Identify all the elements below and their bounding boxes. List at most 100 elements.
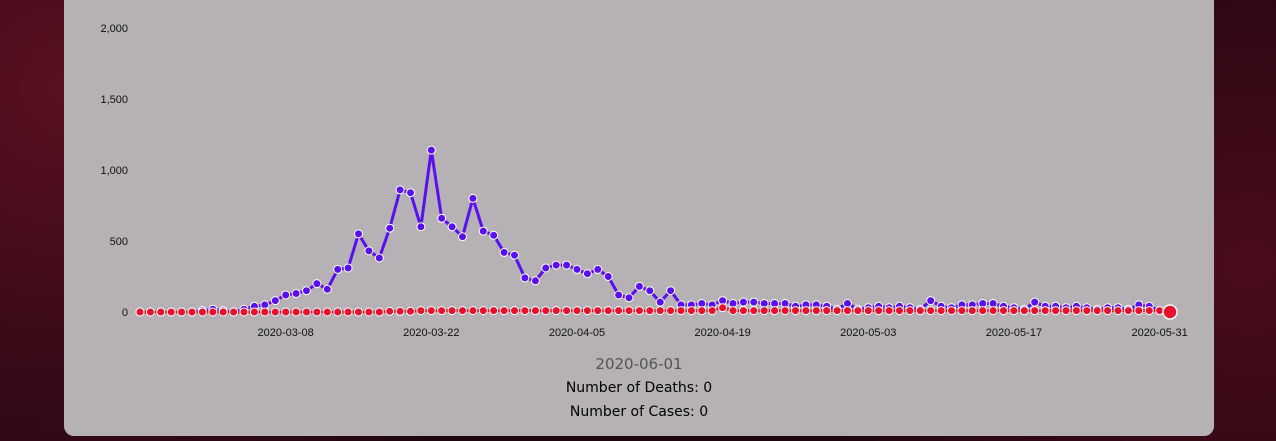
data-point-cases	[530, 276, 540, 286]
data-point-deaths	[291, 307, 301, 317]
data-point-cases	[926, 296, 936, 306]
data-point-cases	[572, 264, 582, 274]
data-point-cases	[364, 246, 374, 256]
data-point-cases	[270, 296, 280, 306]
data-point-deaths	[759, 306, 769, 316]
data-point-deaths	[166, 307, 176, 317]
data-point-deaths	[853, 306, 863, 316]
data-point-deaths	[1082, 306, 1092, 316]
data-point-deaths	[895, 306, 904, 316]
data-point-deaths	[905, 306, 915, 316]
data-point-deaths	[957, 306, 967, 316]
data-point-deaths	[447, 306, 457, 316]
data-point-deaths	[541, 306, 551, 316]
data-point-deaths	[655, 306, 665, 316]
data-point-deaths	[426, 306, 436, 316]
data-point-deaths	[1103, 306, 1113, 316]
data-point-cases	[354, 229, 363, 239]
data-point-deaths	[967, 306, 977, 316]
data-point-deaths	[582, 306, 592, 316]
y-tick-label: 1,000	[100, 165, 128, 177]
data-point-deaths	[1113, 306, 1123, 316]
data-point-deaths	[728, 306, 738, 316]
data-point-cases	[447, 222, 457, 232]
data-point-cases	[291, 289, 301, 298]
data-point-deaths	[676, 306, 686, 316]
data-point-cases	[634, 281, 644, 291]
data-point-deaths	[416, 306, 426, 316]
series-layer	[135, 145, 1178, 320]
data-point-deaths	[645, 306, 655, 316]
x-tick-label: 2020-04-05	[549, 327, 605, 339]
data-point-deaths	[915, 306, 925, 316]
data-point-deaths	[718, 303, 728, 313]
data-point-deaths	[302, 307, 311, 317]
data-point-cases	[458, 232, 467, 242]
data-point-cases	[426, 145, 436, 155]
data-point-deaths	[395, 306, 405, 316]
data-point-deaths	[218, 307, 228, 317]
data-point-deaths	[197, 307, 207, 317]
data-point-deaths	[1071, 306, 1081, 316]
x-tick-label: 2020-04-19	[694, 327, 750, 339]
data-point-cases	[343, 263, 353, 273]
data-point-deaths	[686, 306, 696, 316]
data-point-cases	[582, 269, 592, 279]
series-deaths	[135, 303, 1178, 320]
data-point-cases	[541, 263, 551, 273]
data-point-deaths	[1030, 306, 1040, 316]
deaths-readout: Number of Deaths: 0	[565, 380, 713, 396]
y-tick-label: 0	[122, 307, 128, 319]
data-point-deaths	[135, 307, 145, 317]
data-point-cases	[520, 273, 530, 283]
data-point-cases	[478, 226, 488, 236]
data-point-deaths	[312, 307, 322, 317]
data-point-deaths	[458, 306, 467, 316]
data-point-deaths	[801, 306, 811, 316]
data-point-cases	[374, 253, 384, 263]
data-point-deaths	[374, 307, 384, 317]
data-point-deaths	[697, 306, 707, 316]
data-point-cases	[603, 272, 613, 281]
data-point-deaths	[978, 306, 988, 316]
data-point-deaths	[562, 306, 572, 316]
data-point-deaths	[1162, 304, 1178, 320]
data-point-deaths	[322, 307, 332, 317]
data-point-deaths	[926, 306, 936, 316]
x-tick-label: 2020-03-22	[403, 327, 459, 339]
data-point-cases	[281, 290, 291, 300]
data-point-cases	[468, 193, 478, 203]
data-point-deaths	[874, 306, 884, 316]
data-point-deaths	[634, 306, 644, 316]
chart-panel	[64, 0, 1214, 436]
data-point-deaths	[333, 307, 343, 317]
data-point-deaths	[988, 306, 998, 316]
data-point-deaths	[791, 306, 800, 316]
data-point-deaths	[749, 306, 759, 316]
data-point-cases	[510, 250, 519, 260]
data-point-deaths	[1123, 306, 1133, 316]
data-point-deaths	[478, 306, 488, 316]
series-line-deaths	[140, 306, 1171, 314]
data-point-deaths	[520, 306, 530, 316]
data-point-deaths	[145, 307, 155, 317]
data-point-deaths	[843, 306, 852, 316]
x-tick-label: 2020-05-17	[986, 327, 1042, 339]
data-point-deaths	[260, 307, 270, 317]
data-point-deaths	[281, 307, 291, 317]
series-cases	[135, 145, 1175, 317]
data-point-cases	[655, 297, 665, 307]
data-point-deaths	[811, 306, 821, 316]
data-point-cases	[738, 297, 748, 307]
data-point-deaths	[406, 306, 415, 316]
y-tick-label: 2,000	[100, 23, 128, 35]
data-point-deaths	[249, 307, 259, 317]
x-tick-label: 2020-05-31	[1131, 327, 1187, 339]
data-point-deaths	[187, 307, 197, 317]
data-point-deaths	[707, 306, 717, 316]
data-point-cases	[1030, 297, 1040, 307]
data-point-deaths	[614, 306, 624, 316]
data-point-cases	[749, 297, 759, 307]
y-axis: 0 500 1,000 1,500 2,000	[100, 23, 128, 319]
